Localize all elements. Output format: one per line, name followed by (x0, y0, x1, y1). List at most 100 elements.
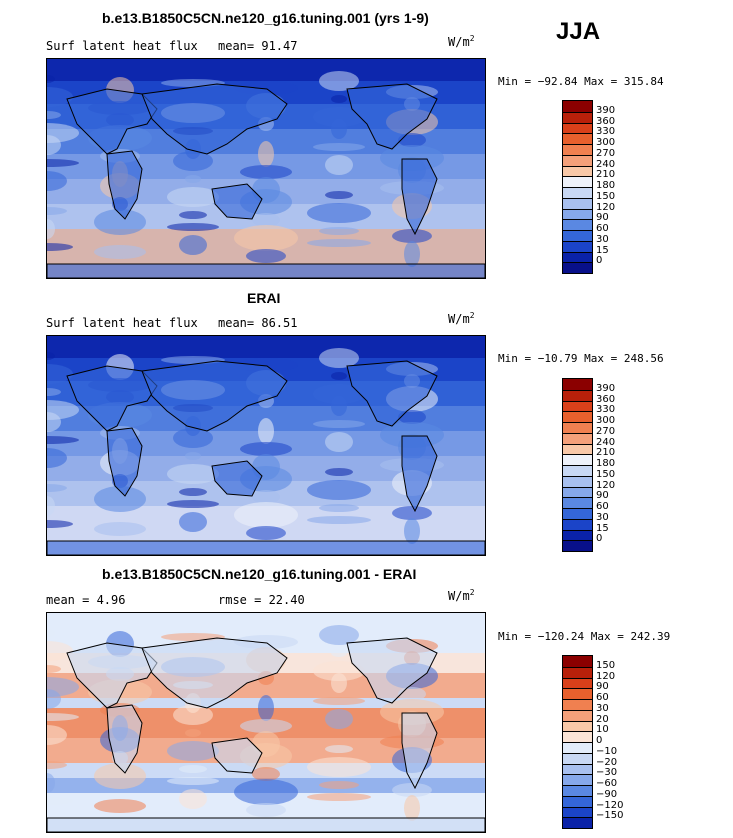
panel2-units: W/m2 (448, 311, 475, 326)
colorbar-swatch (563, 219, 592, 230)
colorbar-tick-label: 15 (596, 522, 609, 534)
map-field-blob (47, 520, 73, 528)
colorbar-swatch (563, 165, 592, 177)
map-field-blob (94, 209, 146, 235)
map-field-blob (319, 781, 359, 789)
map-field-blob (47, 448, 67, 468)
coastline (106, 150, 143, 220)
panel1-colorbar (562, 100, 593, 274)
colorbar-swatch (563, 806, 592, 818)
colorbar-swatch (563, 154, 592, 166)
map-field-blob (167, 741, 219, 761)
coastline (401, 712, 438, 790)
map-field-blob (47, 171, 67, 191)
colorbar-tick-label: 300 (596, 415, 616, 426)
map-field-blob (47, 773, 55, 793)
colorbar-swatch (563, 785, 592, 796)
map-field-blob (179, 765, 207, 773)
colorbar-swatch (563, 101, 592, 112)
colorbar-tick-label: 360 (596, 393, 616, 405)
map-field-blob (319, 71, 359, 91)
map-field-blob (240, 442, 292, 456)
coastline (47, 540, 485, 555)
map-field-blob (307, 239, 371, 247)
colorbar-tick-label: −60 (596, 778, 618, 789)
map-field-blob (47, 629, 55, 637)
colorbar-tick-label: 180 (596, 458, 616, 469)
map-field-blob (325, 745, 353, 753)
colorbar-swatch (563, 400, 592, 412)
map-field-blob (258, 695, 274, 721)
map-field-blob (47, 123, 79, 143)
colorbar-swatch (563, 656, 592, 667)
colorbar-swatch (563, 677, 592, 689)
map-field-blob (234, 779, 298, 805)
map-field-blob (47, 219, 55, 239)
coastline (47, 817, 485, 832)
map-field-blob (47, 243, 73, 251)
map-field-blob (47, 725, 67, 745)
coastline (346, 83, 438, 150)
colorbar-swatch (563, 508, 592, 519)
map-field-blob (234, 225, 298, 251)
colorbar-tick-label: 120 (596, 201, 616, 213)
colorbar-tick-label: 270 (596, 147, 616, 159)
map-field-blob (325, 155, 353, 175)
colorbar-tick-label: 0 (596, 735, 603, 746)
map-field-blob (47, 641, 73, 661)
colorbar-swatch (563, 262, 592, 273)
colorbar-tick-label: 330 (596, 404, 616, 416)
coastline (346, 360, 438, 427)
map-field-blob (47, 496, 55, 516)
panel1-variable-label: Surf latent heat flux (46, 39, 198, 53)
map-field-blob (94, 799, 146, 813)
map-field-blob (47, 364, 73, 384)
panel2-colorbar (562, 378, 593, 552)
colorbar-tick-label: 210 (596, 447, 616, 459)
colorbar-swatch (563, 709, 592, 721)
season-label: JJA (556, 18, 601, 45)
colorbar-tick-label: 15 (596, 244, 609, 256)
map-field-blob (94, 522, 146, 536)
coastline (66, 88, 158, 155)
map-field-blob (47, 388, 61, 396)
colorbar-tick-label: 60 (596, 501, 609, 512)
panel2-minmax: Min = −10.79 Max = 248.56 (498, 352, 664, 365)
panel3-rmse: rmse = 22.40 (218, 593, 305, 607)
map-field-blob (246, 526, 286, 540)
map-field-blob (313, 384, 365, 404)
map-field-blob (185, 452, 201, 460)
colorbar-tick-label: 30 (596, 233, 609, 245)
colorbar-swatch (563, 774, 592, 785)
coastline (211, 737, 263, 774)
colorbar-tick-label: −30 (596, 767, 618, 779)
colorbar-tick-label: 30 (596, 511, 609, 523)
colorbar-tick-label: −120 (596, 799, 624, 811)
map-field-blob (252, 490, 280, 504)
colorbar-tick-label: 240 (596, 158, 616, 170)
panel2-title: ERAI (247, 290, 281, 306)
map-field-blob (307, 516, 371, 524)
map-field-blob (94, 763, 146, 789)
map-field-blob (47, 111, 61, 119)
colorbar-tick-label: 150 (596, 468, 616, 480)
colorbar-swatch (563, 432, 592, 444)
colorbar-tick-label: 270 (596, 425, 616, 437)
colorbar-tick-label: −150 (596, 810, 624, 822)
map-field-blob (240, 719, 292, 733)
map-latitude-band (47, 59, 485, 81)
panel2-map (46, 335, 486, 556)
map-field-blob (325, 432, 353, 452)
colorbar-swatch (563, 795, 592, 807)
colorbar-swatch (563, 465, 592, 476)
colorbar-tick-label: 330 (596, 126, 616, 138)
colorbar-swatch (563, 518, 592, 530)
map-field-blob (167, 187, 219, 207)
colorbar-tick-label: 10 (596, 724, 609, 736)
colorbar-tick-label: 20 (596, 713, 609, 725)
panel3-colorbar-labels: 150 120 90 60 30 20 10 0 −10 −20 −30 −60 −90 −120 −150 (596, 655, 636, 827)
colorbar-swatch (563, 411, 592, 422)
map-field-blob (319, 504, 359, 512)
coastline (141, 83, 288, 155)
panel3-minmax: Min = −120.24 Max = 242.39 (498, 630, 671, 643)
